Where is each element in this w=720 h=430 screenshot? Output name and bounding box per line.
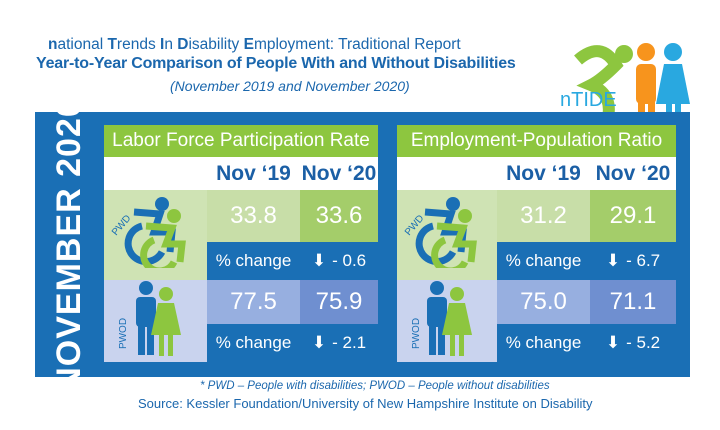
source: Source: Kessler Foundation/University of…: [138, 396, 593, 411]
table-title: Employment-Population Ratio: [397, 125, 676, 157]
pwd-change-label: % change: [207, 242, 300, 280]
pwd-nov20-value: 33.6: [300, 190, 378, 242]
pwd-icon-cell: PWD: [397, 190, 497, 280]
pwd-icon-cell: PWD: [104, 190, 207, 280]
column-header-nov20: Nov ‘20: [590, 157, 676, 190]
logo-text: nTIDE: [560, 89, 617, 111]
month-label: NOVEMBER 2020: [49, 97, 88, 392]
pwod-nov20-value: 71.1: [590, 280, 676, 324]
footnote: * PWD – People with disabilities; PWOD –…: [200, 380, 550, 392]
people-icon: [417, 280, 477, 363]
pwd-change: ⬇ - 6.7: [590, 242, 676, 280]
pwd-nov19-value: 33.8: [207, 190, 300, 242]
column-header-nov20: Nov ‘20: [300, 157, 378, 190]
pwod-icon-cell: PWOD: [104, 280, 207, 362]
table-title: Labor Force Participation Rate: [104, 125, 378, 157]
down-arrow-icon: ⬇: [311, 251, 327, 270]
report-title: national Trends In Disability Employment…: [48, 36, 461, 53]
wheelchair-icon: [120, 196, 192, 275]
down-arrow-icon: ⬇: [311, 333, 327, 352]
report-period: (November 2019 and November 2020): [170, 78, 410, 94]
pwod-change-label: % change: [207, 324, 300, 362]
pwd-nov19-value: 31.2: [497, 190, 590, 242]
pwod-label: PWOD: [411, 317, 423, 350]
people-icon: [126, 280, 186, 363]
column-header-nov19: Nov ‘19: [497, 157, 590, 190]
pwd-nov20-value: 29.1: [590, 190, 676, 242]
pwd-change-label: % change: [497, 242, 590, 280]
pwod-change: ⬇ - 2.1: [300, 324, 378, 362]
down-arrow-icon: ⬇: [605, 251, 621, 270]
pwod-change: ⬇ - 5.2: [590, 324, 676, 362]
wheelchair-icon: [411, 196, 483, 275]
pwd-change: ⬇ - 0.6: [300, 242, 378, 280]
pwod-nov19-value: 77.5: [207, 280, 300, 324]
pwod-change-label: % change: [497, 324, 590, 362]
report-subtitle: Year-to-Year Comparison of People With a…: [36, 55, 516, 72]
pwod-nov20-value: 75.9: [300, 280, 378, 324]
down-arrow-icon: ⬇: [605, 333, 621, 352]
pwod-nov19-value: 75.0: [497, 280, 590, 324]
pwod-label: PWOD: [118, 317, 130, 350]
column-header-nov19: Nov ‘19: [207, 157, 300, 190]
pwod-icon-cell: PWOD: [397, 280, 497, 362]
